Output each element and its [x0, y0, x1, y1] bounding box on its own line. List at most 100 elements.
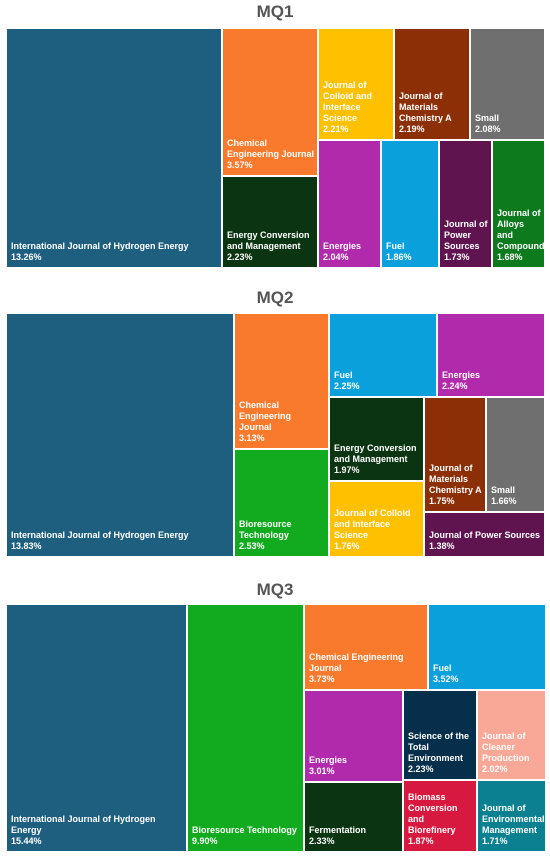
tile-label: Energies 2.24% — [442, 370, 541, 392]
tile-percentage: 1.86% — [386, 252, 412, 262]
tile-percentage: 2.33% — [309, 836, 335, 846]
tile-percentage: 1.76% — [334, 541, 360, 551]
tile-journal-name: Journal of Materials Chemistry A — [399, 91, 452, 123]
tile-label: Fuel 3.52% — [433, 663, 542, 685]
treemap-tile: Journal of Materials Chemistry A 1.75% — [424, 397, 486, 512]
treemap-tile: Energy Conversion and Management 1.97% — [329, 397, 424, 481]
panel-title-mq3: MQ3 — [256, 580, 294, 599]
tile-label: Journal of Power Sources 1.38% — [429, 530, 541, 552]
treemap-tile: International Journal of Hydrogen Energy… — [6, 28, 222, 268]
tile-label: Bioresource Technology 2.53% — [239, 519, 325, 552]
tile-journal-name: Journal of Power Sources — [429, 530, 541, 540]
panel-title-mq2: MQ2 — [256, 288, 294, 307]
tile-journal-name: International Journal of Hydrogen Energy — [11, 530, 189, 540]
treemap-tile: Fuel 3.52% — [428, 604, 546, 690]
treemap-tile: Journal of Colloid and Interface Science… — [329, 481, 424, 557]
tile-label: Journal of Colloid and Interface Science… — [323, 80, 390, 135]
treemap-tile: Energies 2.04% — [318, 140, 381, 268]
tile-journal-name: Fuel — [386, 241, 405, 251]
tile-label: Fuel 1.86% — [386, 241, 435, 263]
treemap-tile: Science of the Total Environment 2.23% — [403, 690, 477, 780]
treemap-tile: International Journal of Hydrogen Energy… — [6, 604, 187, 852]
tile-label: Energies 2.04% — [323, 241, 377, 263]
treemap-tile: Journal of Alloys and Compounds 1.68% — [492, 140, 545, 268]
tile-percentage: 1.97% — [334, 465, 360, 475]
tile-percentage: 15.44% — [11, 836, 42, 846]
tile-journal-name: Fuel — [433, 663, 452, 673]
tile-percentage: 2.23% — [227, 252, 253, 262]
tile-percentage: 13.83% — [11, 541, 42, 551]
treemap-tile: Biomass Conversion and Biorefinery 1.87% — [403, 780, 477, 852]
treemap-tile: Journal of Environmental Management 1.71% — [477, 780, 546, 852]
treemap-tile: Chemical Engineering Journal 3.57% — [222, 28, 318, 176]
treemap-tile: Chemical Engineering Journal 3.73% — [304, 604, 428, 690]
treemap-tile: Journal of Materials Chemistry A 2.19% — [394, 28, 470, 140]
tile-percentage: 1.87% — [408, 836, 434, 846]
treemap-tile: Bioresource Technology 2.53% — [234, 449, 329, 557]
tile-journal-name: Chemical Engineering Journal — [309, 652, 404, 673]
tile-journal-name: Bioresource Technology — [192, 825, 297, 835]
tile-journal-name: Energies — [309, 755, 348, 765]
tile-label: Chemical Engineering Journal 3.73% — [309, 652, 424, 685]
tile-percentage: 1.38% — [429, 541, 455, 551]
tile-journal-name: Fuel — [334, 370, 353, 380]
treemap-tile: Bioresource Technology 9.90% — [187, 604, 304, 852]
treemap-tile: Journal of Power Sources 1.73% — [439, 140, 492, 268]
tile-journal-name: International Journal of Hydrogen Energy — [11, 814, 156, 835]
tile-label: Fermentation 2.33% — [309, 825, 399, 847]
treemap-tile: Chemical Engineering Journal 3.13% — [234, 313, 329, 449]
tile-label: Energies 3.01% — [309, 755, 399, 777]
tile-journal-name: Journal of Cleaner Production — [482, 731, 530, 763]
treemap-tile: Energies 2.24% — [437, 313, 545, 397]
treemap-tile: Journal of Power Sources 1.38% — [424, 512, 545, 557]
tile-label: Bioresource Technology 9.90% — [192, 825, 300, 847]
tile-journal-name: Fermentation — [309, 825, 367, 835]
tile-percentage: 2.24% — [442, 381, 468, 391]
treemap-tile: Fuel 1.86% — [381, 140, 439, 268]
tile-journal-name: Bioresource Technology — [239, 519, 292, 540]
tile-percentage: 2.19% — [399, 124, 425, 134]
tile-percentage: 3.57% — [227, 160, 253, 170]
tile-label: Journal of Materials Chemistry A 1.75% — [429, 463, 482, 507]
tile-label: Energy Conversion and Management 1.97% — [334, 443, 420, 476]
tile-percentage: 2.08% — [475, 124, 501, 134]
tile-label: International Journal of Hydrogen Energy… — [11, 530, 230, 552]
tile-percentage: 2.04% — [323, 252, 349, 262]
treemap-tile: Fermentation 2.33% — [304, 782, 403, 852]
tile-percentage: 9.90% — [192, 836, 218, 846]
tile-label: Journal of Materials Chemistry A 2.19% — [399, 91, 466, 135]
tile-journal-name: Journal of Colloid and Interface Science — [334, 508, 411, 540]
tile-label: Small 1.66% — [491, 485, 541, 507]
treemap-tile: Small 1.66% — [486, 397, 545, 512]
treemap-tile: Journal of Cleaner Production 2.02% — [477, 690, 546, 780]
tile-label: Journal of Cleaner Production 2.02% — [482, 731, 542, 775]
tile-percentage: 3.01% — [309, 766, 335, 776]
tile-percentage: 3.13% — [239, 433, 265, 443]
tile-label: Fuel 2.25% — [334, 370, 433, 392]
treemap-tile: Fuel 2.25% — [329, 313, 437, 397]
tile-journal-name: Biomass Conversion and Biorefinery — [408, 792, 458, 835]
tile-percentage: 1.68% — [497, 252, 523, 262]
tile-journal-name: Journal of Power Sources — [444, 219, 488, 251]
tile-journal-name: International Journal of Hydrogen Energy — [11, 241, 189, 251]
tile-journal-name: Chemical Engineering Journal — [239, 400, 292, 432]
tile-percentage: 2.21% — [323, 124, 349, 134]
treemap-tile: Journal of Colloid and Interface Science… — [318, 28, 394, 140]
tile-label: Journal of Power Sources 1.73% — [444, 219, 488, 263]
tile-label: Small 2.08% — [475, 113, 541, 135]
tile-journal-name: Chemical Engineering Journal — [227, 138, 315, 159]
tile-journal-name: Journal of Materials Chemistry A — [429, 463, 482, 495]
tile-percentage: 1.66% — [491, 496, 517, 506]
tile-journal-name: Small — [475, 113, 500, 123]
tile-label: Science of the Total Environment 2.23% — [408, 731, 473, 775]
tile-percentage: 3.73% — [309, 674, 335, 684]
tile-journal-name: Journal of Alloys and Compounds — [497, 208, 545, 251]
tile-label: Chemical Engineering Journal 3.13% — [239, 400, 325, 444]
tile-percentage: 3.52% — [433, 674, 459, 684]
tile-label: Energy Conversion and Management 2.23% — [227, 230, 314, 263]
tile-journal-name: Energies — [323, 241, 362, 251]
tile-label: Journal of Colloid and Interface Science… — [334, 508, 420, 552]
treemap-tile: Energies 3.01% — [304, 690, 403, 782]
tile-percentage: 2.23% — [408, 764, 434, 774]
